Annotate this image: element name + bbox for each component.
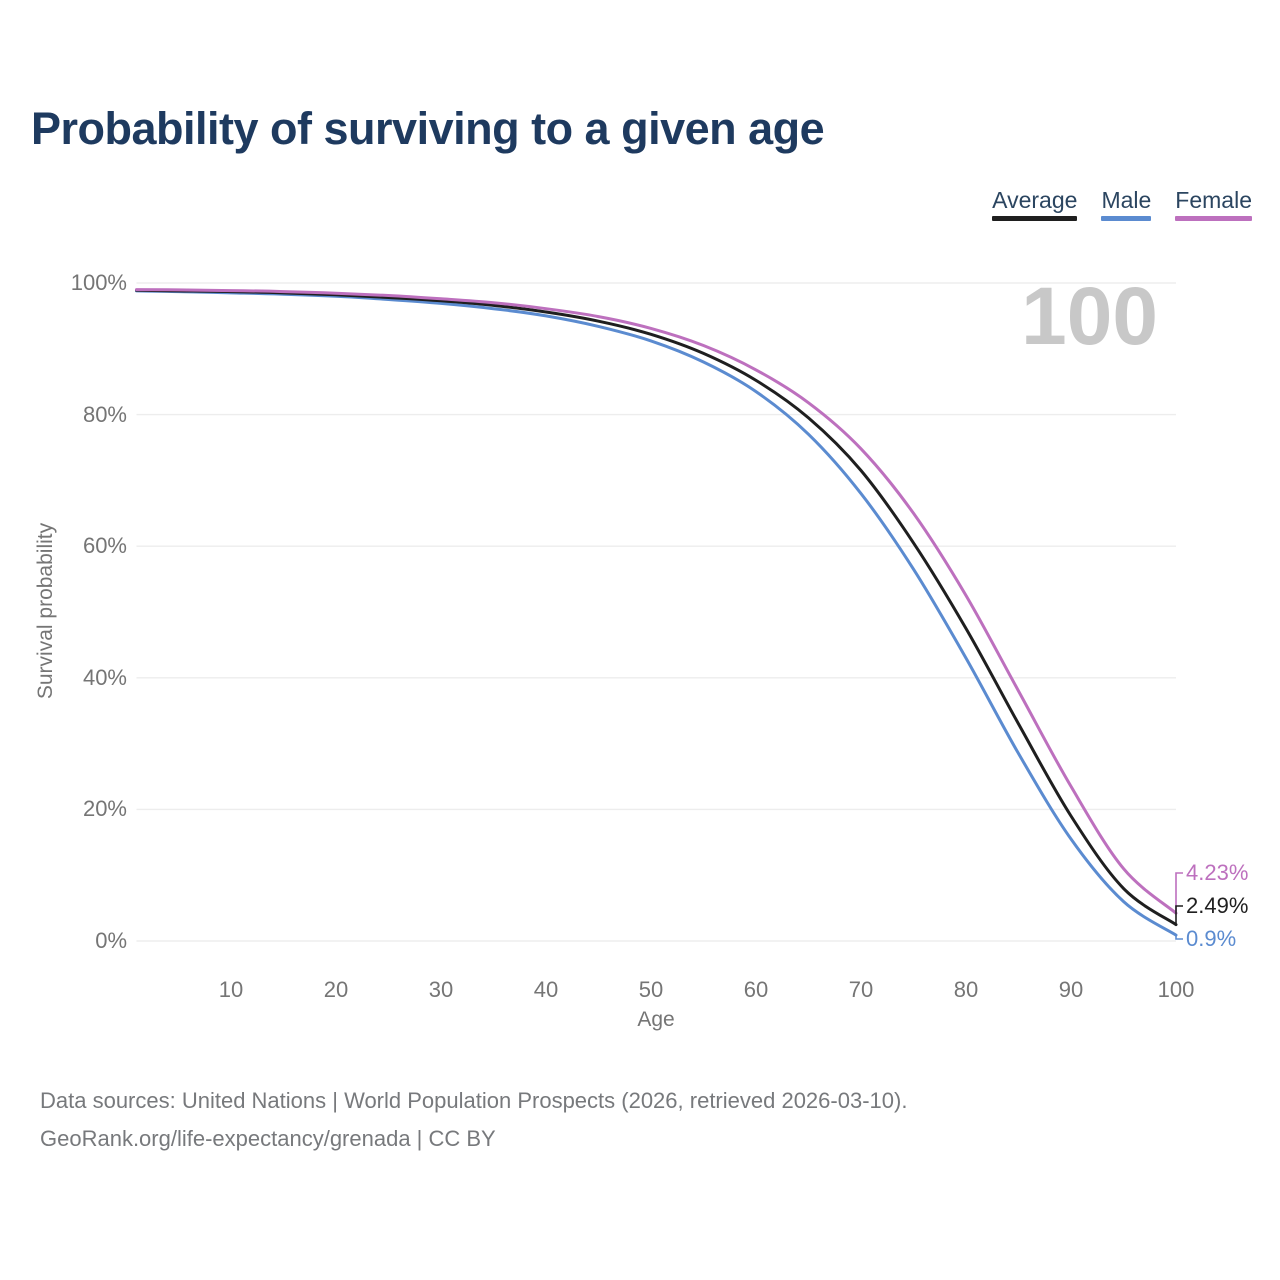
x-tick-label: 80 [953,977,979,1002]
end-label-male: 0.9% [1186,926,1237,951]
line-average [135,288,1178,927]
chart-title: Probability of surviving to a given age [31,103,825,154]
footer-data-sources: Data sources: United Nations | World Pop… [40,1088,908,1113]
watermark-age-100: 100 [1021,271,1158,362]
y-tick-label: 0% [95,928,127,953]
footer-attribution: GeoRank.org/life-expectancy/grenada | CC… [40,1126,496,1151]
x-tick-label: 40 [533,977,559,1002]
y-tick-label: 40% [82,664,127,690]
end-label-female: 4.23% [1186,860,1249,885]
legend: Average Male Female [992,187,1252,222]
x-tick-label: 60 [743,977,769,1002]
x-axis-title: Age [637,1008,675,1031]
x-tick-label: 20 [323,977,349,1002]
end-label-average: 2.49% [1186,893,1249,918]
footer: Data sources: United Nations | World Pop… [40,1082,907,1158]
x-tick-label: 90 [1058,977,1084,1002]
x-tick-label: 30 [428,977,454,1002]
y-tick-label: 80% [82,401,127,427]
y-tick-label: 100% [70,270,127,295]
line-female [135,288,1178,915]
gridlines [136,282,1176,942]
x-tick-label: 100 [1157,977,1195,1002]
y-tick-label: 20% [82,796,127,822]
legend-label-female: Female [1175,187,1252,213]
y-axis-title: Survival probability [34,522,57,700]
end-label-leader-lines [1175,872,1183,940]
x-tick-label: 50 [638,977,664,1002]
legend-item-average[interactable]: Average [992,187,1078,222]
y-tick-label: 60% [82,533,127,559]
legend-label-male: Male [1101,187,1152,213]
x-tick-label: 10 [218,977,244,1002]
legend-item-female[interactable]: Female [1175,187,1252,222]
leader-line-male [1175,935,1183,940]
leader-line-female [1175,872,1183,914]
line-male [135,289,1178,937]
legend-item-male[interactable]: Male [1101,187,1152,222]
legend-label-average: Average [992,187,1078,213]
legend-swatch-average [992,216,1078,222]
x-tick-label: 70 [848,977,874,1002]
legend-swatch-male [1101,216,1152,222]
series-lines [135,288,1178,937]
legend-swatch-female [1175,216,1252,222]
leader-line-average [1175,905,1183,925]
